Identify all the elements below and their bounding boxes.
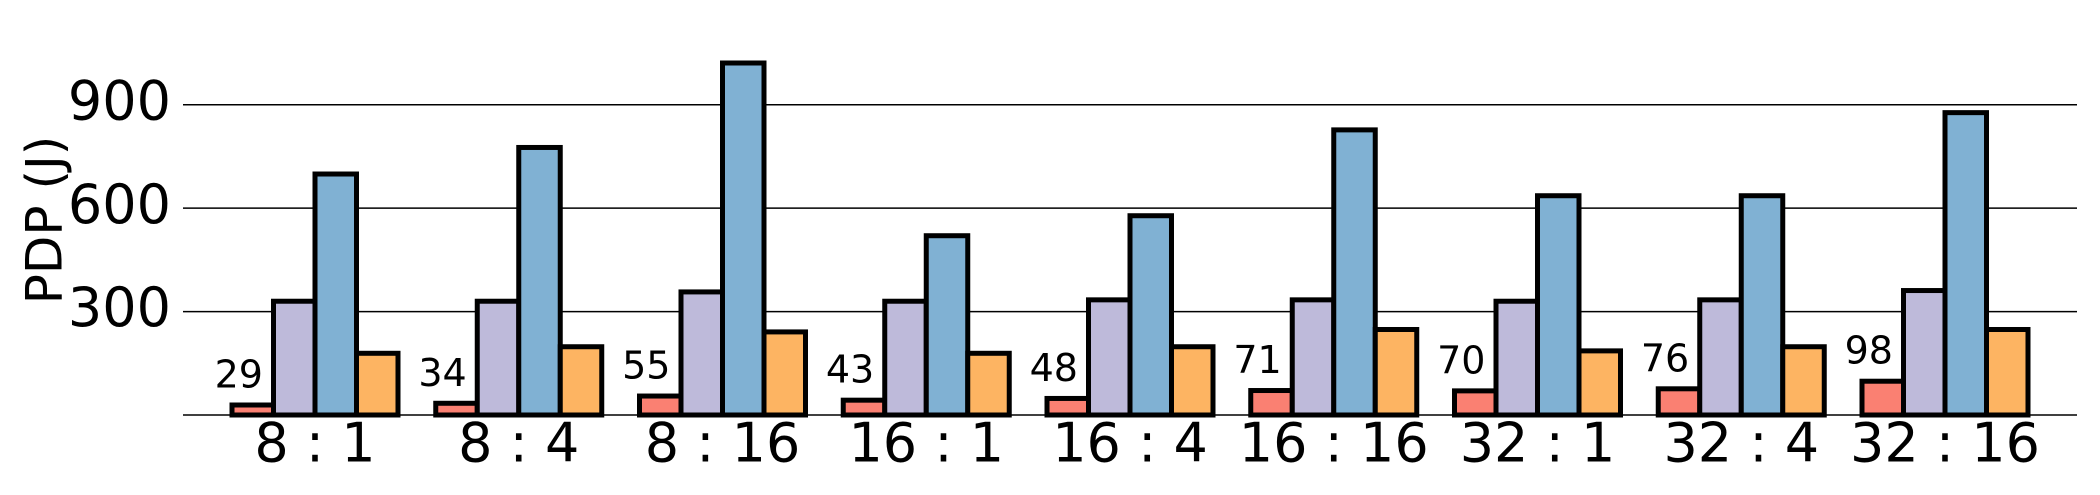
y-axis-label: PDP (J) (16, 136, 74, 304)
x-tick-label: 16 : 16 (1239, 412, 1429, 475)
bar (516, 144, 563, 418)
value-label: 71 (1233, 338, 1281, 382)
bar (354, 350, 401, 418)
x-tick-label: 8 : 1 (254, 412, 375, 475)
x-tick-label: 16 : 4 (1052, 412, 1208, 475)
value-label: 34 (418, 351, 466, 395)
value-label: 98 (1845, 329, 1893, 373)
bar (1738, 193, 1786, 418)
bar (1372, 326, 1420, 418)
bar (1535, 193, 1582, 418)
bar (229, 402, 276, 418)
value-label: 70 (1437, 338, 1485, 382)
bar (433, 400, 480, 418)
bar (965, 350, 1012, 418)
value-label: 55 (622, 344, 670, 388)
value-label: 43 (826, 348, 874, 392)
value-label: 48 (1030, 346, 1078, 390)
bar (271, 298, 318, 418)
bar (1576, 348, 1623, 418)
bar (761, 329, 808, 418)
bar (678, 289, 725, 418)
bar (312, 171, 359, 418)
y-tick-label: 300 (68, 276, 171, 339)
bar (1697, 297, 1744, 418)
bar (1984, 326, 2031, 418)
bar (637, 393, 684, 418)
value-label: 76 (1641, 336, 1689, 380)
bar (1127, 213, 1174, 418)
x-tick-label: 16 : 1 (848, 412, 1004, 475)
bar (882, 298, 929, 418)
bar (923, 233, 971, 418)
bar (557, 344, 605, 418)
x-tick-label: 8 : 16 (645, 412, 801, 475)
bar (1901, 288, 1948, 418)
bar (1331, 127, 1378, 418)
bar (1859, 378, 1906, 418)
value-label: 29 (215, 353, 263, 397)
bar (720, 60, 767, 418)
bar (474, 298, 522, 418)
y-tick-label: 900 (68, 69, 171, 132)
x-tick-label: 32 : 4 (1663, 412, 1819, 475)
bar (1452, 388, 1499, 418)
bar (1044, 395, 1091, 418)
bar (1086, 297, 1133, 418)
bar (1655, 386, 1703, 418)
x-tick-label: 32 : 16 (1850, 412, 2040, 475)
bar (1169, 344, 1216, 418)
bar (1942, 110, 1989, 418)
bar (1289, 297, 1337, 418)
y-tick-label: 600 (68, 173, 171, 236)
bar (1493, 298, 1540, 418)
x-tick-label: 8 : 4 (458, 412, 579, 475)
bar (840, 397, 888, 418)
x-tick-label: 32 : 1 (1460, 412, 1616, 475)
bar (1248, 388, 1295, 418)
bar (1780, 344, 1827, 418)
